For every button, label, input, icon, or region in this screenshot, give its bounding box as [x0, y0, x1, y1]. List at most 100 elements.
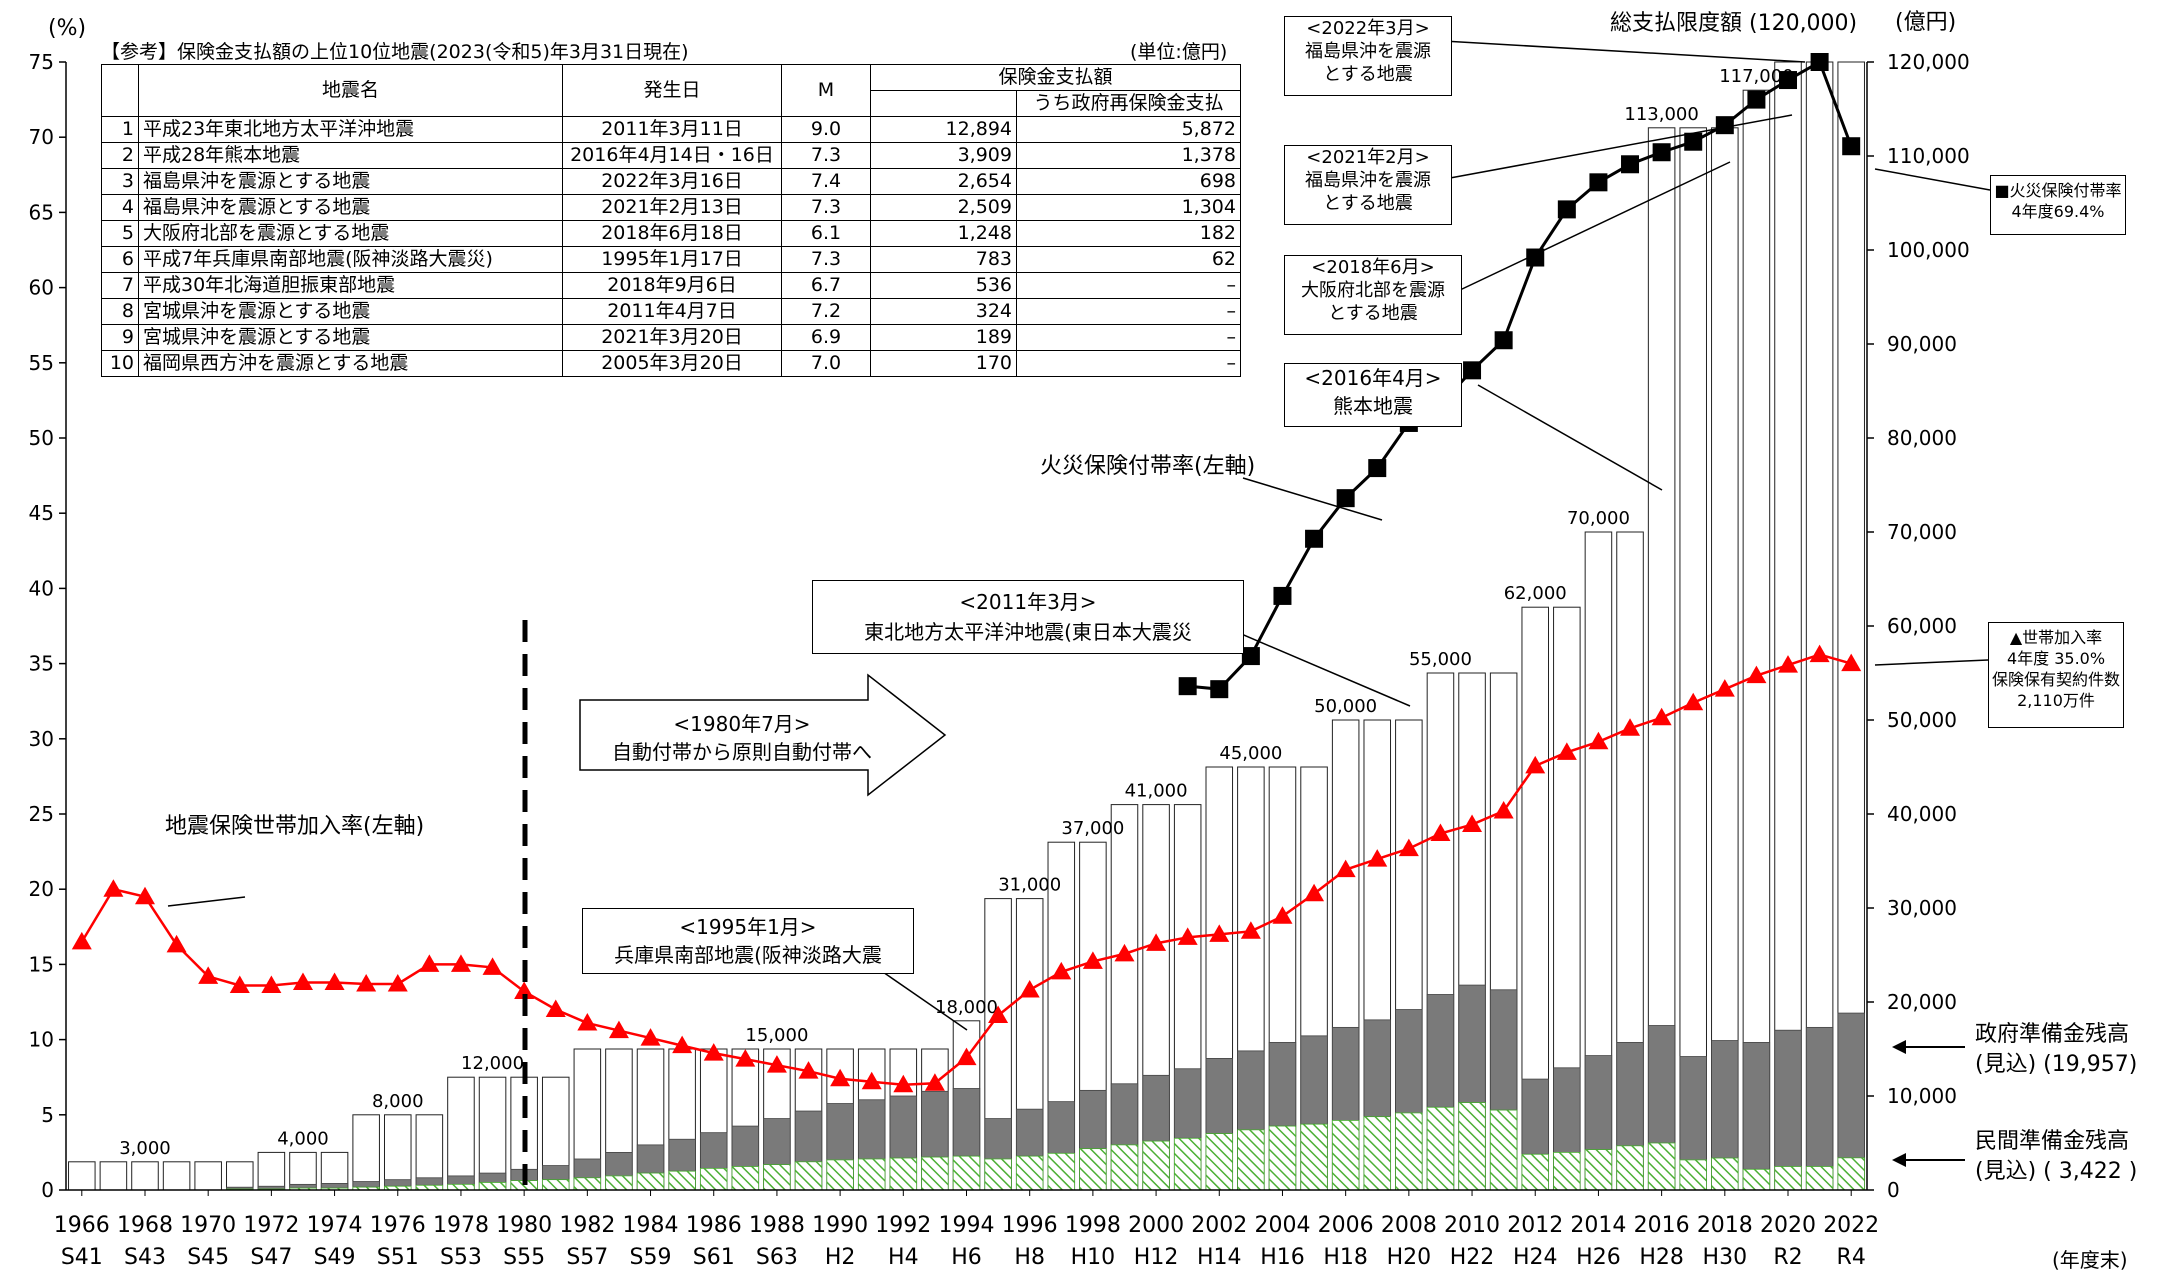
right-axis-tick-label: 80,000 — [1887, 426, 1957, 450]
household-rate-point — [1304, 883, 1325, 902]
household-rate-point — [988, 1005, 1009, 1024]
total-limit-bar — [257, 1151, 286, 1191]
table-cell-name: 大阪府北部を震源とする地震 — [138, 220, 563, 247]
household-rate-point — [1841, 653, 1862, 672]
table-cell-name: 福島県沖を震源とする地震 — [138, 168, 563, 195]
eq-legend-line3: 保険保有契約件数 — [1991, 670, 2120, 689]
table-cell-paid: 324 — [870, 298, 1017, 325]
household-rate-point — [1556, 742, 1577, 760]
left-axis-tick-label: 30 — [29, 727, 54, 751]
gov-reserve-bar — [605, 1152, 633, 1177]
household-rate-point — [1714, 679, 1735, 697]
household-rate-point — [229, 975, 250, 993]
x-tick-label-era: H18 — [1323, 1245, 1368, 1270]
private-reserve-bar — [984, 1158, 1012, 1191]
annotation-2016-line2: 熊本地震 — [1333, 394, 1413, 418]
table-cell-rank: 4 — [101, 194, 139, 221]
household-rate-point — [419, 954, 440, 972]
x-tick-label-era: H26 — [1576, 1245, 1621, 1270]
fire-attach-rate-point — [1336, 489, 1355, 508]
private-reserve-bar — [1016, 1155, 1044, 1191]
household-rate-point — [1588, 731, 1609, 750]
right-axis-tick-label: 110,000 — [1887, 144, 1970, 168]
right-axis-tick-label: 60,000 — [1887, 614, 1957, 638]
household-rate-point — [1209, 924, 1230, 942]
annotation-2022-line1: <2022年3月> — [1306, 18, 1430, 39]
total-limit-bar — [1837, 61, 1865, 1191]
gov-reserve-bar — [1016, 1108, 1044, 1157]
annotation-1995-01: <1995年1月> 兵庫県南部地震(阪神淡路大震 — [582, 908, 914, 974]
household-rate-point — [1746, 665, 1767, 684]
total-limit-label: 18,000 — [935, 997, 998, 1018]
x-tick-label-year: 1984 — [623, 1213, 679, 1238]
x-tick-label-year: 2004 — [1254, 1213, 1310, 1238]
x-tick-label-year: 1982 — [559, 1213, 615, 1238]
private-reserve-bar — [542, 1179, 570, 1191]
household-rate-point — [1462, 814, 1483, 833]
gov-reserve-bar — [1489, 989, 1518, 1111]
household-rate-point — [577, 1013, 598, 1031]
total-limit-label: 55,000 — [1409, 649, 1472, 670]
right-axis-unit: (億円) — [1895, 10, 1957, 35]
private-reserve-bar — [605, 1175, 633, 1191]
table-row: 3 福島県沖を震源とする地震 2022年3月16日 7.4 2,654 698 — [101, 168, 1241, 195]
household-rate-point — [103, 879, 124, 897]
household-rate-point — [1240, 921, 1261, 939]
total-limit-bar — [226, 1161, 254, 1191]
x-tick-label-era: S49 — [314, 1245, 356, 1270]
table-cell-name: 福島県沖を震源とする地震 — [138, 194, 563, 221]
side-arrows — [1892, 1040, 1965, 1167]
gov-reserve-bar — [1679, 1056, 1707, 1161]
x-tick-label-era: S47 — [250, 1245, 292, 1270]
household-rate-point — [924, 1073, 945, 1091]
lines-layer — [71, 53, 1862, 1093]
table-row: 5 大阪府北部を震源とする地震 2018年6月18日 6.1 1,248 182 — [101, 220, 1241, 247]
gov-reserve-bar — [1553, 1067, 1581, 1153]
annotation-2021-line3: とする地震 — [1323, 193, 1413, 214]
household-rate-point — [893, 1074, 914, 1093]
annotation-2016-line1: <2016年4月> — [1304, 366, 1442, 390]
table-cell-gov: 62 — [1016, 246, 1241, 273]
x-tick-label-era: S59 — [630, 1245, 672, 1270]
right-axis-tick-label: 0 — [1887, 1178, 1900, 1202]
table-header-gov: うち政府再保険金支払 — [1016, 90, 1241, 117]
table-cell-rank: 1 — [101, 116, 139, 143]
right-axis-tick-label: 20,000 — [1887, 990, 1957, 1014]
x-tick-label-era: R4 — [1837, 1245, 1866, 1270]
gov-reserve-bar — [731, 1125, 759, 1167]
household-rate-point — [1651, 707, 1672, 726]
household-rate-point — [1272, 906, 1293, 924]
annotation-1980-07: <1980年7月> 自動付帯から原則自動付帯へ — [612, 710, 872, 766]
fire-series-label: 火災保険付帯率(左軸) — [1040, 454, 1256, 479]
household-rate-point — [956, 1047, 977, 1066]
fire-attach-rate-point — [1178, 677, 1197, 696]
gov-reserve-bar — [700, 1132, 728, 1169]
household-rate-point — [198, 966, 219, 984]
fire-legend-line2: 4年度69.4% — [2011, 202, 2105, 221]
household-rate-point — [1019, 979, 1040, 998]
fire-attach-rate-point — [1463, 361, 1482, 380]
gov-reserve-bar — [984, 1118, 1012, 1160]
gov-reserve-bar — [1142, 1074, 1170, 1142]
gov-reserve-bar — [1458, 984, 1486, 1103]
total-limit-bar — [1774, 61, 1802, 1191]
gov-reserve-bar — [1584, 1055, 1613, 1150]
gov-reserve-bar — [1047, 1101, 1075, 1154]
x-tick-label-era: H12 — [1134, 1245, 1179, 1270]
table-cell-gov: – — [1016, 272, 1241, 299]
household-rate-point — [1367, 849, 1388, 867]
table-cell-paid: 536 — [870, 272, 1017, 299]
table-title: 【参考】保険金支払額の上位10位地震(2023(令和5)年3月31日現在) — [101, 41, 689, 63]
table-cell-gov: 182 — [1016, 220, 1241, 247]
left-axis-tick-label: 40 — [29, 576, 54, 600]
x-tick-label-year: 1974 — [307, 1213, 363, 1238]
gov-reserve-bar — [1426, 994, 1455, 1108]
x-tick-label-year: 2000 — [1128, 1213, 1184, 1238]
x-tick-label-era: H30 — [1703, 1245, 1748, 1270]
left-axis-tick-label: 55 — [29, 351, 54, 375]
annotation-2022-line3: とする地震 — [1323, 64, 1413, 85]
table-cell-date: 2005年3月20日 — [562, 350, 782, 377]
table-cell-rank: 6 — [101, 246, 139, 273]
total-limit-label: 総支払限度額 (120,000) — [1610, 11, 1858, 36]
x-tick-label-era: S51 — [377, 1245, 419, 1270]
